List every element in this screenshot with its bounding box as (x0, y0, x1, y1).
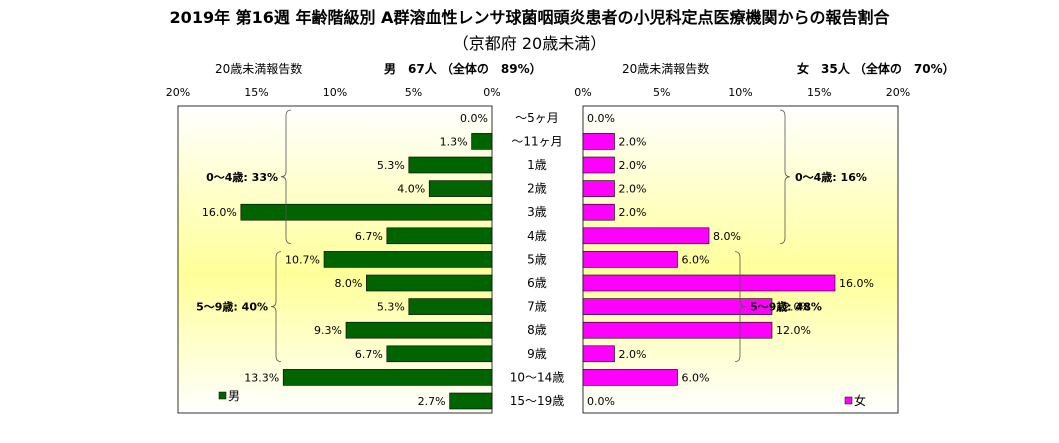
male-data-label: 6.7% (355, 230, 383, 243)
male-legend-swatch (218, 391, 227, 400)
female-bar (582, 251, 678, 268)
male-bar (386, 227, 493, 245)
category-label: 15～19歳 (510, 394, 565, 408)
right-group-label: 0～4歳: 16% (795, 170, 867, 184)
right-tick-label: 5% (653, 86, 670, 99)
category-label: 5歳 (527, 252, 547, 266)
female-legend-swatch (844, 396, 853, 405)
category-label: 9歳 (527, 347, 547, 361)
female-bar (582, 274, 836, 292)
left-axis-title: 20歳未満報告数 (215, 62, 303, 76)
chart-title: 2019年 第16週 年齢階級別 A群溶血性レンサ球菌咽頭炎患者の小児科定点医療… (169, 8, 890, 27)
male-bar (449, 392, 493, 410)
right-tick-label: 20% (886, 86, 910, 99)
left-group-brace (280, 109, 292, 244)
female-bar (582, 227, 710, 245)
female-bar (582, 298, 773, 315)
female-data-label: 8.0% (713, 230, 741, 243)
chart-subtitle: （京都府 20歳未満） (452, 34, 607, 53)
left-group-label: 0～4歳: 33% (206, 170, 278, 184)
male-bar (408, 156, 493, 174)
left-tick-label: 10% (323, 86, 347, 99)
female-data-label: 2.0% (619, 159, 647, 172)
left-summary: 男 67人 （全体の 89%） (384, 62, 542, 76)
female-data-label: 12.0% (776, 324, 811, 337)
right-axis-title: 20歳未満報告数 (622, 62, 710, 76)
male-data-label: 9.3% (314, 324, 342, 337)
male-bar (240, 203, 493, 221)
left-group-label: 5～9歳: 40% (196, 300, 268, 314)
male-data-label: 8.0% (334, 277, 362, 290)
right-tick-label: 15% (807, 86, 831, 99)
female-data-label: 2.0% (619, 135, 647, 148)
female-data-label: 16.0% (839, 277, 874, 290)
male-data-label: 6.7% (355, 348, 383, 361)
right-group-brace (734, 251, 746, 362)
female-bar (582, 133, 615, 150)
male-data-label: 5.3% (377, 301, 405, 314)
left-tick-label: 20% (166, 86, 190, 99)
male-legend-label: 男 (228, 389, 240, 403)
female-data-label: 6.0% (682, 371, 710, 384)
female-data-label: 0.0% (587, 112, 615, 125)
female-bar (582, 345, 615, 363)
category-label: 2歳 (527, 182, 547, 196)
female-bar (582, 180, 615, 197)
female-bar (582, 156, 615, 174)
male-data-label: 16.0% (202, 206, 237, 219)
male-data-label: 4.0% (397, 183, 425, 196)
category-label: 3歳 (527, 205, 547, 219)
category-label: 10～14歳 (510, 370, 565, 384)
male-bar (345, 321, 493, 339)
male-data-label: 10.7% (285, 253, 320, 266)
right-group-label: 5～9歳: 48% (750, 300, 822, 314)
category-label: ～11ヶ月 (511, 134, 562, 148)
female-bar (582, 203, 615, 221)
right-group-brace (779, 109, 791, 244)
male-bar (366, 274, 493, 292)
left-tick-label: 15% (244, 86, 268, 99)
male-data-label: 0.0% (460, 112, 488, 125)
right-tick-label: 0% (574, 86, 591, 99)
female-data-label: 2.0% (619, 206, 647, 219)
male-bar (408, 298, 493, 315)
male-data-label: 2.7% (418, 395, 446, 408)
female-bar (582, 321, 773, 339)
category-label: 1歳 (527, 158, 547, 172)
male-bar (323, 251, 493, 268)
left-group-brace (270, 251, 282, 362)
left-tick-label: 5% (405, 86, 422, 99)
female-data-label: 12.0% (776, 301, 811, 314)
category-label: 8歳 (527, 323, 547, 337)
right-summary: 女 35人 （全体の 70%） (797, 62, 955, 76)
female-data-label: 0.0% (587, 395, 615, 408)
male-bar (471, 133, 493, 150)
male-data-label: 1.3% (440, 135, 468, 148)
category-label: 4歳 (527, 229, 547, 243)
female-bar (582, 369, 678, 386)
right-tick-label: 10% (728, 86, 752, 99)
category-label: ～5ヶ月 (515, 111, 559, 125)
female-data-label: 2.0% (619, 183, 647, 196)
male-data-label: 5.3% (377, 159, 405, 172)
category-label: 6歳 (527, 276, 547, 290)
male-bar (428, 180, 493, 197)
left-tick-label: 0% (483, 86, 500, 99)
category-label: 7歳 (527, 300, 547, 314)
female-legend-label: 女 (854, 393, 866, 408)
male-bar (386, 345, 493, 363)
female-data-label: 2.0% (619, 348, 647, 361)
female-data-label: 6.0% (682, 253, 710, 266)
male-data-label: 13.3% (244, 371, 279, 384)
male-bar (282, 369, 493, 386)
